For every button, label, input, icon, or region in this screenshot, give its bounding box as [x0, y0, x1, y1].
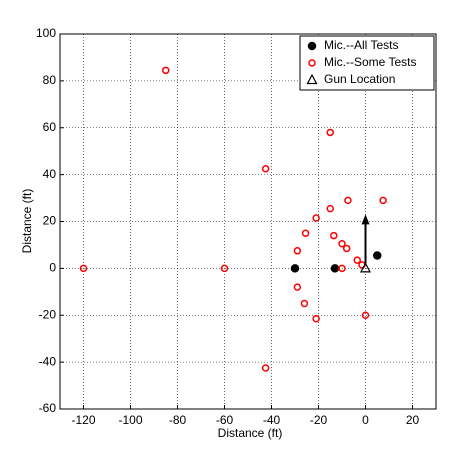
open-point: [379, 196, 387, 205]
open-point: [308, 59, 316, 67]
x-tick-label: -60: [216, 413, 234, 427]
open-point: [361, 311, 370, 319]
x-axis-label: Distance (ft): [218, 426, 283, 440]
open-point: [301, 229, 310, 237]
x-tick-label: -20: [310, 413, 328, 427]
open-point: [220, 264, 229, 273]
arrow-head: [361, 214, 370, 225]
open-point: [342, 244, 351, 253]
open-point: [162, 66, 170, 75]
y-tick-label: 60: [43, 120, 57, 134]
y-tick-label: -60: [39, 401, 57, 415]
open-point: [261, 364, 270, 372]
plot-frame: [59, 33, 437, 410]
triangle-marker: [360, 262, 371, 273]
open-point: [353, 256, 362, 264]
x-tick-label: -100: [118, 413, 142, 427]
x-tick-label: 20: [406, 413, 420, 427]
y-tick-label: 100: [36, 26, 56, 40]
legend-label: Mic.--Some Tests: [324, 55, 416, 69]
open-point: [312, 214, 320, 222]
x-tick-label: -120: [71, 413, 95, 427]
x-tick-label: -80: [169, 413, 187, 427]
y-tick-label: 20: [43, 214, 57, 228]
open-point: [293, 247, 302, 255]
y-axis-label: Distance (ft): [20, 189, 34, 254]
triangle-marker: [306, 73, 318, 85]
filled-point: [290, 264, 300, 273]
open-point: [338, 240, 346, 248]
open-point: [326, 128, 334, 137]
filled-point: [373, 251, 382, 260]
open-point: [330, 231, 338, 240]
y-tick-label: -20: [39, 307, 57, 321]
legend-box: [299, 35, 435, 91]
y-tick-label: 0: [49, 261, 56, 275]
open-point: [293, 283, 302, 291]
open-point: [338, 264, 346, 273]
filled-point: [330, 264, 340, 273]
open-point: [344, 196, 352, 205]
open-point: [261, 165, 270, 173]
open-point: [312, 315, 320, 323]
y-tick-label: -40: [39, 354, 57, 368]
open-point: [79, 264, 88, 273]
filled-point: [307, 41, 317, 51]
open-point: [326, 204, 334, 213]
x-tick-label: -40: [263, 413, 281, 427]
y-tick-label: 40: [43, 167, 57, 181]
open-point: [300, 299, 309, 308]
y-tick-label: 80: [43, 73, 57, 87]
x-tick-label: 0: [362, 413, 369, 427]
legend-label: Gun Location: [324, 72, 395, 86]
legend-label: Mic.--All Tests: [324, 38, 398, 52]
